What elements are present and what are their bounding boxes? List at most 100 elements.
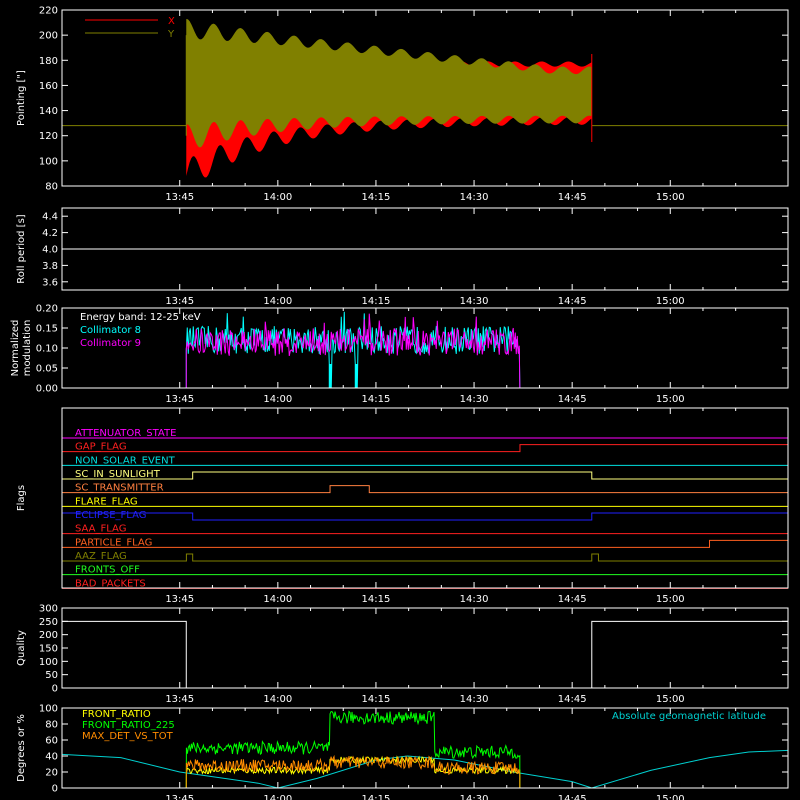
geomag-latitude-line xyxy=(61,749,789,789)
time-tick-label: 14:15 xyxy=(362,394,391,405)
y-axis-label: Flags xyxy=(16,485,27,511)
y-tick-label: 0.15 xyxy=(36,324,58,335)
time-tick-label: 14:00 xyxy=(263,296,292,307)
flag-label: ATTENUATOR_STATE xyxy=(75,428,176,439)
series-front-ratio xyxy=(62,755,788,789)
time-tick-label: 13:45 xyxy=(165,794,194,800)
time-tick-label: 14:15 xyxy=(362,296,391,307)
y-tick-label: 80 xyxy=(45,720,58,731)
time-tick-label: 13:45 xyxy=(165,694,194,705)
y-tick-label: 80 xyxy=(45,182,58,193)
y-tick-label: 4.2 xyxy=(42,228,58,239)
time-tick-label: 13:45 xyxy=(165,296,194,307)
time-tick-label: 14:30 xyxy=(460,694,489,705)
time-tick-label: 14:00 xyxy=(263,192,292,203)
time-tick-label: 14:15 xyxy=(362,192,391,203)
y-tick-label: 100 xyxy=(39,657,58,668)
time-tick-label: 14:30 xyxy=(460,594,489,605)
flag-label: ECLIPSE_FLAG xyxy=(75,510,146,521)
time-tick-label: 14:45 xyxy=(558,794,587,800)
panel-frame-modulation xyxy=(61,307,789,389)
y-tick-label: 180 xyxy=(39,56,58,67)
series-y-band xyxy=(186,18,592,148)
time-tick-label: 15:00 xyxy=(656,594,685,605)
time-tick-label: 14:00 xyxy=(263,594,292,605)
time-tick-label: 15:00 xyxy=(656,394,685,405)
time-tick-label: 14:15 xyxy=(362,594,391,605)
y-tick-label: 20 xyxy=(45,768,58,779)
flag-label: BAD_PACKETS xyxy=(75,578,146,589)
panel-frame-quality xyxy=(61,607,789,689)
y-tick-label: 0.00 xyxy=(36,384,58,395)
time-tick-label: 14:00 xyxy=(263,794,292,800)
panel-frame-flags xyxy=(61,407,789,589)
time-tick-label: 14:45 xyxy=(558,694,587,705)
y-tick-label: 150 xyxy=(39,644,58,655)
flag-label: AAZ_FLAG xyxy=(75,551,127,562)
flag-line xyxy=(62,444,788,453)
y-tick-label: 100 xyxy=(39,156,58,167)
legend-label: Collimator 9 xyxy=(80,338,141,349)
y-axis-label-line: modulation xyxy=(22,320,33,377)
y-tick-label: 0.20 xyxy=(36,304,58,315)
time-tick-label: 14:45 xyxy=(558,394,587,405)
y-tick-label: 0 xyxy=(52,684,58,695)
time-tick-label: 14:45 xyxy=(558,594,587,605)
flag-label: FLARE_FLAG xyxy=(75,496,138,507)
legend-label: FRONT_RATIO xyxy=(82,709,151,720)
time-tick-label: 15:00 xyxy=(656,296,685,307)
y-tick-label: 100 xyxy=(39,704,58,715)
y-tick-label: 220 xyxy=(39,6,58,17)
y-tick-label: 0.10 xyxy=(36,344,58,355)
series-collimator-9 xyxy=(62,313,788,389)
y-tick-label: 140 xyxy=(39,106,58,117)
time-tick-label: 14:30 xyxy=(460,794,489,800)
panel-frame-pointing xyxy=(61,9,789,187)
y-axis-label: Degrees or % xyxy=(16,714,27,782)
y-axis-label-line: Normalized xyxy=(10,320,21,377)
flag-line xyxy=(62,485,788,494)
flag-line xyxy=(62,512,788,521)
time-tick-label: 13:45 xyxy=(165,394,194,405)
flag-line xyxy=(62,471,788,480)
y-axis-label: Pointing ["] xyxy=(16,70,27,126)
flag-label: SC_IN_SUNLIGHT xyxy=(75,469,161,480)
flag-label: GAP_FLAG xyxy=(75,442,127,453)
y-tick-label: 120 xyxy=(39,131,58,142)
time-tick-label: 14:30 xyxy=(460,192,489,203)
legend-label: Collimator 8 xyxy=(80,325,141,336)
time-tick-label: 14:00 xyxy=(263,394,292,405)
geomag-annotation: Absolute geomagnetic latitude xyxy=(612,711,766,722)
time-tick-label: 14:45 xyxy=(558,296,587,307)
flag-line xyxy=(62,553,788,562)
legend-label: X xyxy=(168,16,175,27)
y-axis-label: Roll period [s] xyxy=(16,214,27,283)
time-tick-label: 14:30 xyxy=(460,394,489,405)
y-tick-label: 40 xyxy=(45,752,58,763)
y-tick-label: 160 xyxy=(39,81,58,92)
time-tick-label: 14:00 xyxy=(263,694,292,705)
y-tick-label: 4.0 xyxy=(42,245,58,256)
time-tick-label: 15:00 xyxy=(656,192,685,203)
energy-band-annotation: Energy band: 12-25 keV xyxy=(80,312,201,323)
y-tick-label: 3.8 xyxy=(42,261,58,272)
time-tick-label: 14:45 xyxy=(558,192,587,203)
flag-label: PARTICLE_FLAG xyxy=(75,537,152,548)
legend-label: MAX_DET_VS_TOT xyxy=(82,731,174,742)
time-tick-label: 14:30 xyxy=(460,296,489,307)
flag-label: FRONTS_OFF xyxy=(75,565,140,576)
time-tick-label: 14:15 xyxy=(362,694,391,705)
y-tick-label: 50 xyxy=(45,670,58,681)
legend-label: FRONT_RATIO_225 xyxy=(82,720,175,731)
series-max-det-vs-tot xyxy=(62,754,788,789)
flag-line xyxy=(62,539,788,548)
time-tick-label: 15:00 xyxy=(656,794,685,800)
time-tick-label: 15:00 xyxy=(656,694,685,705)
time-tick-label: 13:45 xyxy=(165,192,194,203)
y-axis-label: Quality xyxy=(16,630,27,666)
legend-label: Y xyxy=(167,29,175,40)
flag-label: NON_SOLAR_EVENT xyxy=(75,455,176,466)
flag-label: SAA_FLAG xyxy=(75,524,126,535)
